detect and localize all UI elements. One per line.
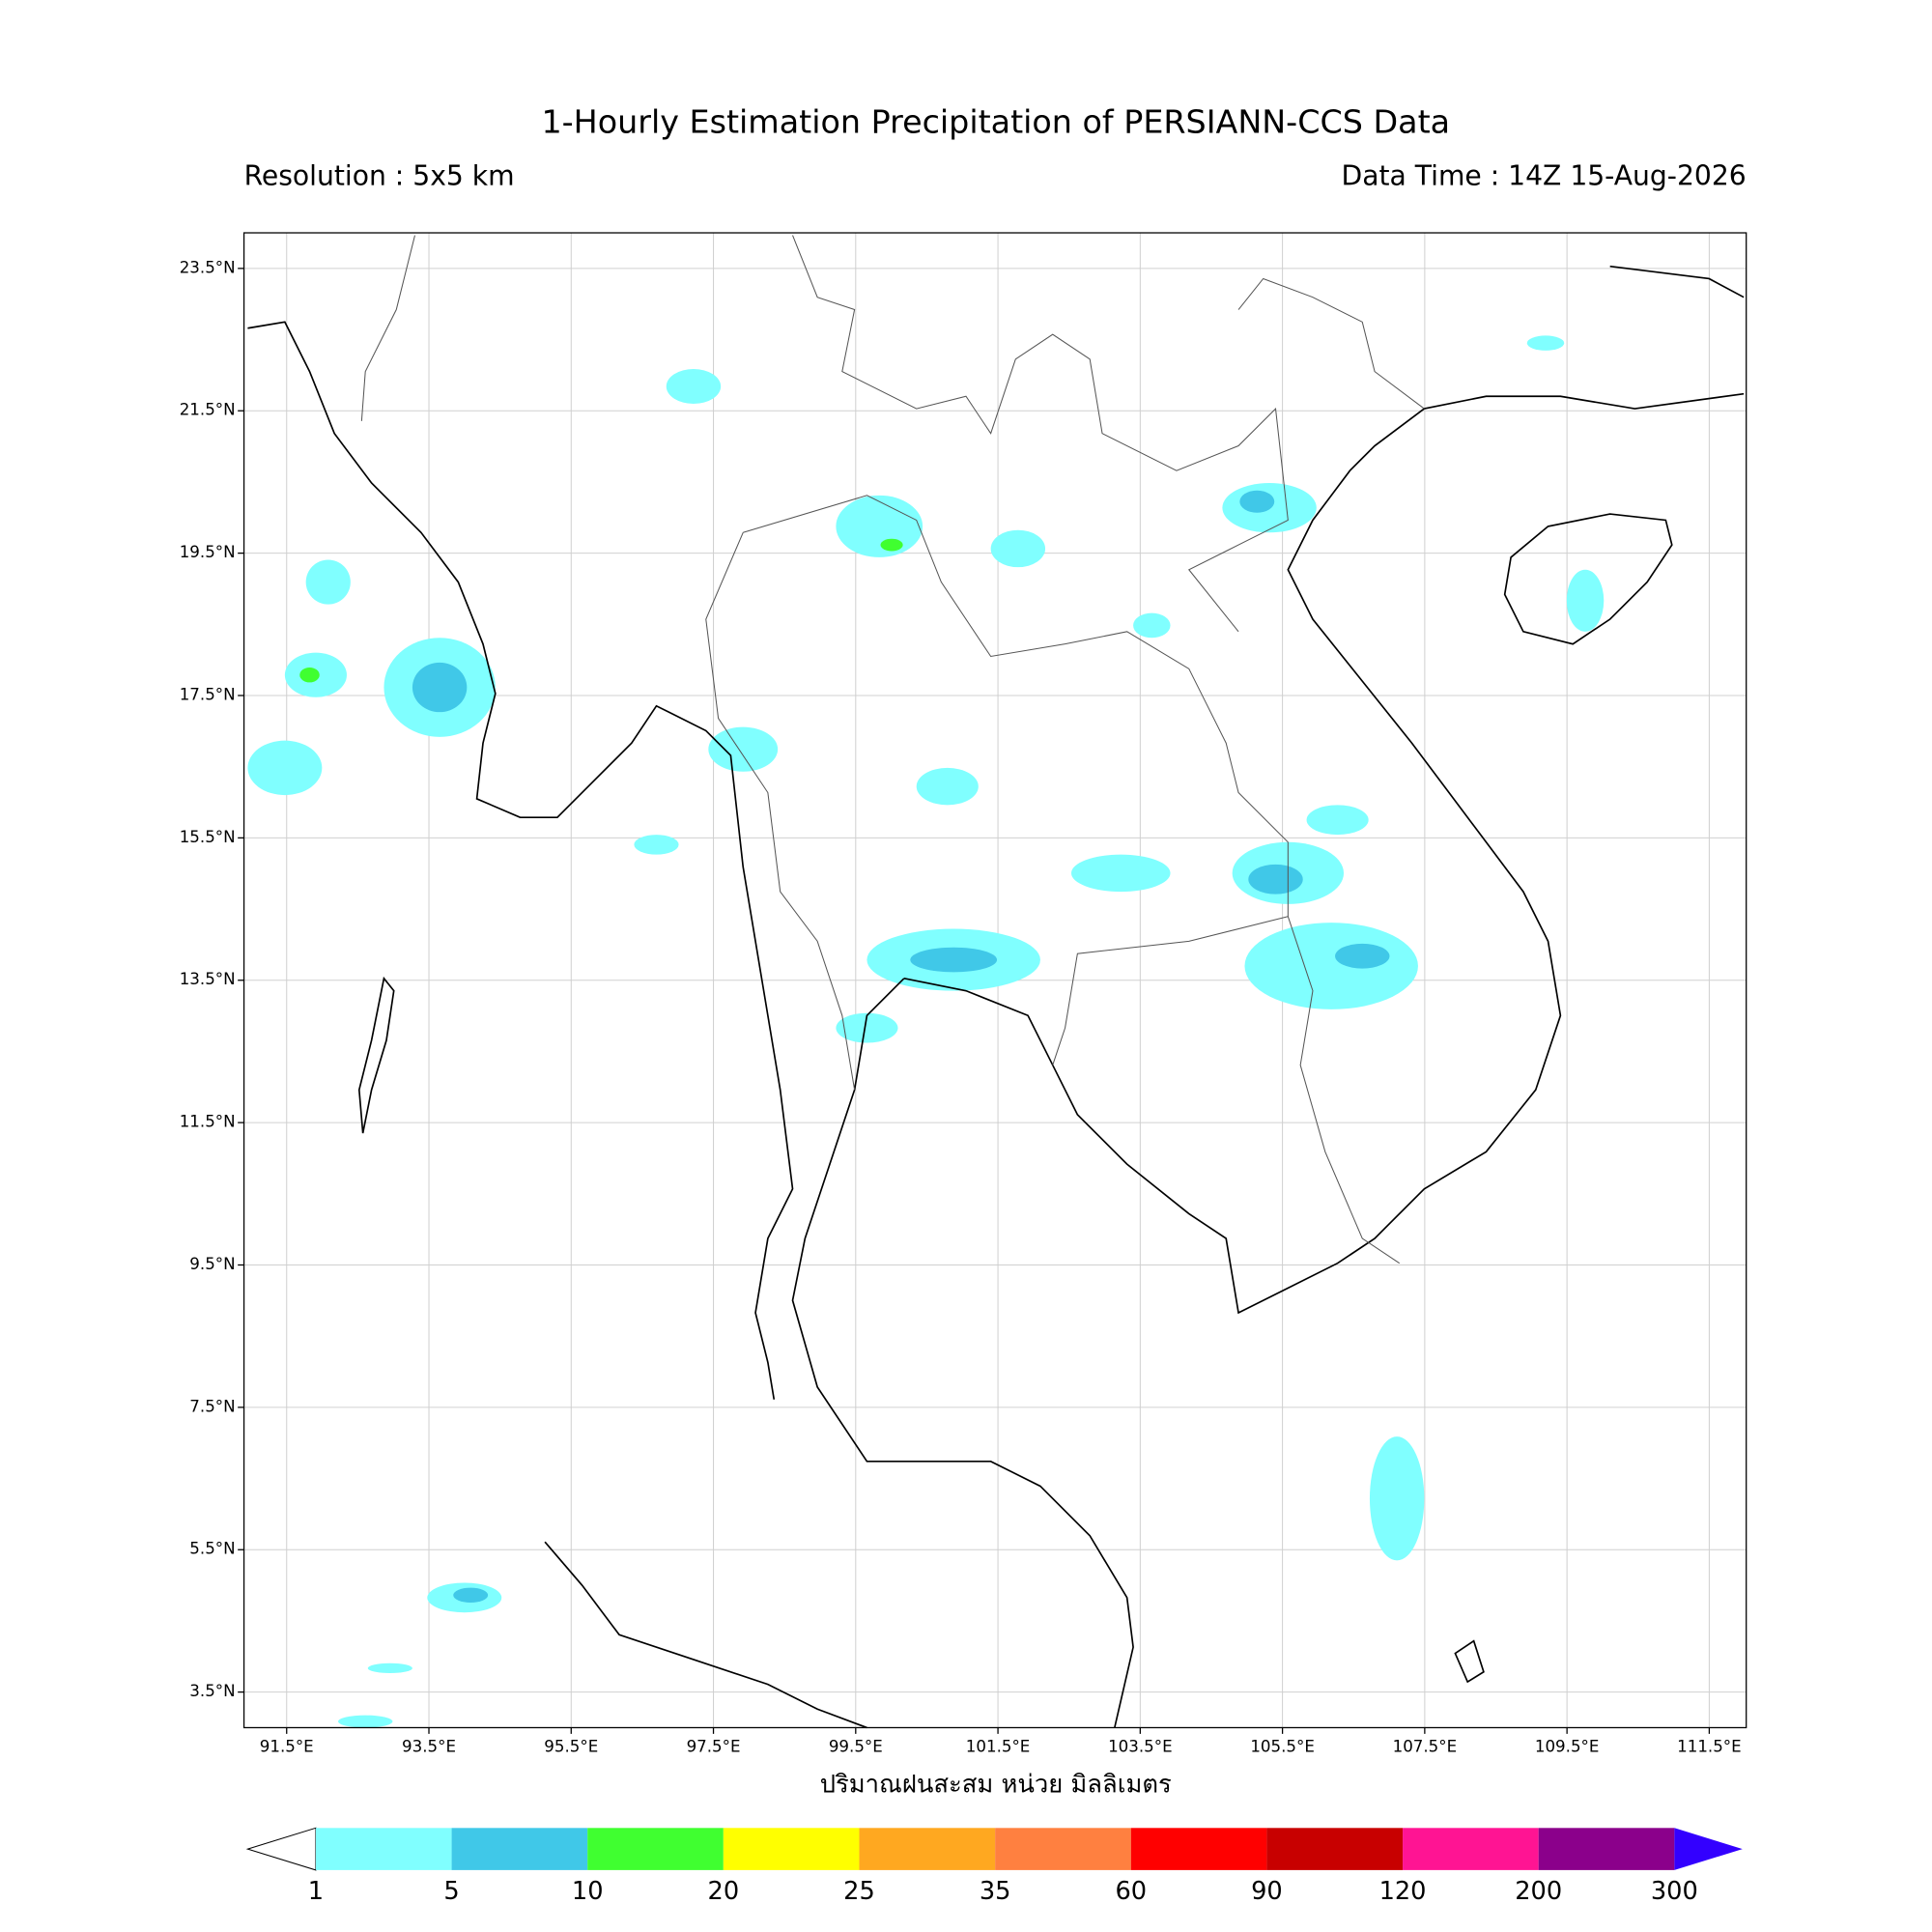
resolution: Resolution : 5x5 km: [244, 159, 515, 191]
border: [705, 532, 856, 1091]
rain-area: [708, 726, 779, 772]
x-tick-label: 103.5°E: [1108, 1737, 1173, 1755]
rain-area: [1566, 569, 1605, 632]
rain-area: [305, 559, 351, 605]
rain-area: [1239, 490, 1275, 513]
rain-area: [1306, 805, 1369, 836]
rain-area: [1070, 854, 1171, 893]
border: [1287, 916, 1401, 1264]
rain-area: [1526, 335, 1565, 351]
colorbar-segment: [315, 1828, 452, 1870]
y-tick-label: 21.5°N: [180, 401, 236, 419]
y-tick-label: 5.5°N: [189, 1540, 235, 1558]
colorbar-label: ปริมาณฝนสะสม หน่วย มิลลิเมตร: [820, 1771, 1172, 1800]
rain-area: [247, 740, 323, 796]
rain-area: [1248, 864, 1303, 895]
coastline: [247, 321, 794, 1400]
border: [360, 235, 415, 421]
rain-area: [299, 668, 320, 683]
colorbar-over: [1674, 1828, 1743, 1870]
grid: [243, 233, 1747, 1728]
x-tick-label: 109.5°E: [1535, 1737, 1600, 1755]
coastline: [1609, 265, 1745, 298]
coastlines: [247, 265, 1745, 1729]
border: [792, 235, 1289, 633]
colorbar-segment: [1266, 1828, 1404, 1870]
rain-area: [910, 947, 998, 973]
rain-area: [916, 767, 979, 806]
colorbar-segment: [1403, 1828, 1539, 1870]
colorbar: 1 5 10 20 25 35 60 90 120 200 300: [245, 1827, 1743, 1906]
map-area: 91.5°E 93.5°E 95.5°E 97.5°E 99.5°E 101.5°E 103…: [180, 232, 1747, 1755]
rain-area: [990, 529, 1046, 568]
y-tick-label: 23.5°N: [180, 258, 236, 276]
x-tick-label: 107.5°E: [1393, 1737, 1458, 1755]
x-tick-label: 95.5°E: [544, 1737, 598, 1755]
colorbar-under: [245, 1827, 317, 1871]
island: [1503, 513, 1673, 645]
colorbar-segment: [1538, 1828, 1675, 1870]
y-tick-label: 9.5°N: [189, 1255, 235, 1273]
y-tick-label: 7.5°N: [189, 1397, 235, 1415]
data-time: Data Time : 14Z 15-Aug-2026: [1342, 159, 1747, 191]
coastline: [791, 978, 1134, 1728]
border: [743, 495, 1289, 1065]
rain-areas: [247, 335, 1605, 1728]
x-tick-label: 97.5°E: [687, 1737, 741, 1755]
rain-area: [634, 835, 679, 855]
x-tick-label: 111.5°E: [1677, 1737, 1742, 1755]
title: 1-Hourly Estimation Precipitation of PER…: [541, 103, 1450, 141]
colorbar-segment: [1130, 1828, 1267, 1870]
coastline: [544, 1541, 867, 1729]
colorbar-tick-label: 25: [843, 1877, 875, 1906]
border: [1237, 277, 1425, 410]
rain-area: [367, 1662, 412, 1674]
x-tick-label: 99.5°E: [829, 1737, 883, 1755]
colorbar-segment: [859, 1828, 996, 1870]
colorbar-tick-label: 90: [1251, 1877, 1283, 1906]
colorbar-segment: [451, 1828, 588, 1870]
colorbar-tick-label: 20: [708, 1877, 740, 1906]
rain-area: [836, 495, 923, 557]
y-tick-label: 15.5°N: [180, 828, 236, 846]
borders: [360, 235, 1425, 1264]
colorbar-tick-label: 300: [1651, 1877, 1698, 1906]
colorbar-tick-label: 10: [572, 1877, 604, 1906]
y-tick-label: 3.5°N: [189, 1682, 235, 1700]
colorbar-tick-label: 5: [443, 1877, 459, 1906]
y-tick-label: 17.5°N: [180, 685, 236, 703]
rain-area: [1369, 1436, 1425, 1561]
colorbar-tick-label: 200: [1515, 1877, 1562, 1906]
colorbar-segment: [995, 1828, 1131, 1870]
x-tick-label: 101.5°E: [966, 1737, 1031, 1755]
rain-area: [836, 1012, 898, 1043]
colorbar-tick-label: 1: [308, 1877, 324, 1906]
rain-area: [666, 369, 722, 404]
rain-area: [1133, 612, 1171, 639]
coastline: [903, 392, 1745, 1315]
x-tick-label: 105.5°E: [1250, 1737, 1315, 1755]
colorbar-tick-label: 60: [1115, 1877, 1147, 1906]
rain-area: [1244, 923, 1418, 1009]
island: [1454, 1639, 1485, 1684]
x-tick-label: 93.5°E: [402, 1737, 456, 1755]
rain-area: [453, 1587, 489, 1603]
y-tick-label: 11.5°N: [180, 1113, 236, 1131]
colorbar-tick-label: 120: [1379, 1877, 1427, 1906]
rain-area: [338, 1715, 393, 1728]
colorbar-segment: [587, 1828, 724, 1870]
colorbar-segment: [723, 1828, 860, 1870]
rain-area: [412, 662, 468, 713]
y-tick-label: 13.5°N: [180, 970, 236, 988]
y-tick-label: 19.5°N: [180, 543, 236, 561]
rain-area: [1335, 943, 1390, 969]
island: [357, 976, 395, 1134]
colorbar-tick-label: 35: [980, 1877, 1011, 1906]
x-tick-label: 91.5°E: [260, 1737, 314, 1755]
rain-area: [880, 538, 903, 552]
